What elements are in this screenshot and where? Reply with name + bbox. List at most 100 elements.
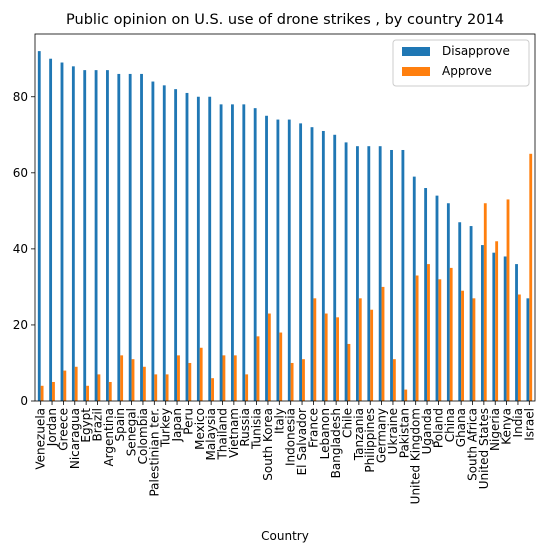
bar-disapprove <box>469 226 473 401</box>
bar-approve <box>108 381 112 401</box>
x-tick-label: Argentina <box>102 408 116 467</box>
x-tick-label: Spain <box>113 408 127 442</box>
bar-disapprove <box>446 203 450 401</box>
bar-approve <box>211 378 214 401</box>
x-tick-label: Poland <box>431 408 445 448</box>
bar-approve <box>506 199 510 401</box>
x-tick-label: Greece <box>56 408 70 451</box>
bar-disapprove <box>424 188 428 401</box>
bar-disapprove <box>265 115 268 402</box>
bar-approve <box>381 286 385 401</box>
legend-swatch-disapprove <box>402 47 430 56</box>
y-tick-label: 40 <box>13 242 28 256</box>
bar-series-group <box>37 51 533 402</box>
bar-disapprove <box>162 85 166 401</box>
x-tick-label: Israel <box>522 408 536 441</box>
legend-label-approve: Approve <box>442 64 492 78</box>
bar-disapprove <box>378 146 382 401</box>
y-tick-label: 0 <box>20 394 28 408</box>
x-axis: VenezuelaJordanGreeceNicaraguaEgyptBrazi… <box>34 401 536 504</box>
bar-disapprove <box>71 66 75 401</box>
x-tick-label: Russia <box>238 408 252 447</box>
x-tick-label: Italy <box>272 408 286 434</box>
bar-approve <box>233 355 237 401</box>
x-tick-label: Bangladesh <box>329 408 343 478</box>
bar-disapprove <box>526 298 530 401</box>
x-tick-label: United States <box>477 408 491 489</box>
bar-disapprove <box>117 73 121 402</box>
bar-disapprove <box>208 96 212 401</box>
x-tick-label: Palestinian ter. <box>147 408 161 497</box>
bar-approve <box>267 313 271 401</box>
x-tick-label: South Korea <box>261 408 275 481</box>
bar-disapprove <box>412 176 416 401</box>
bar-approve <box>517 294 521 401</box>
bar-approve <box>199 347 203 401</box>
x-tick-label: France <box>306 408 320 448</box>
bar-approve <box>370 309 374 401</box>
bar-disapprove <box>367 146 371 401</box>
bar-approve <box>358 298 362 401</box>
bar-disapprove <box>106 70 109 401</box>
bar-disapprove <box>49 58 53 401</box>
bar-disapprove <box>37 51 41 402</box>
bar-disapprove <box>390 149 393 401</box>
bar-approve <box>177 355 180 401</box>
x-tick-label: United Kingdom <box>409 408 423 504</box>
x-tick-label: Kenya <box>500 408 514 445</box>
x-tick-label: Philippines <box>363 408 377 473</box>
x-tick-label: Colombia <box>136 408 150 464</box>
y-tick-label: 60 <box>13 166 28 180</box>
bar-disapprove <box>344 142 348 401</box>
bar-disapprove <box>174 89 178 402</box>
y-tick-label: 80 <box>13 90 28 104</box>
bar-disapprove <box>435 195 439 401</box>
bar-approve <box>461 290 464 401</box>
x-axis-title: Country <box>261 529 309 543</box>
bar-disapprove <box>196 96 200 401</box>
x-tick-label: South Africa <box>466 408 480 481</box>
plot-frame <box>34 33 536 402</box>
chart-title: Public opinion on U.S. use of drone stri… <box>66 12 504 28</box>
bar-disapprove <box>515 264 518 401</box>
bar-disapprove <box>253 108 257 401</box>
x-tick-label: Nigeria <box>488 408 502 451</box>
x-tick-label: Ukraine <box>386 408 400 454</box>
x-tick-label: Pakistan <box>397 408 411 458</box>
x-tick-label: Tanzania <box>352 408 366 461</box>
x-tick-label: Senegal <box>125 408 139 456</box>
x-tick-label: Indonesia <box>284 408 298 466</box>
bar-approve <box>415 275 419 401</box>
bar-disapprove <box>321 130 325 402</box>
x-tick-label: El Salvador <box>295 408 309 475</box>
x-tick-label: Venezuela <box>34 408 48 470</box>
bar-approve <box>256 336 260 401</box>
bar-disapprove <box>503 256 507 401</box>
bar-approve <box>52 381 55 401</box>
bar-approve <box>188 362 192 401</box>
bar-disapprove <box>299 123 303 402</box>
bar-approve <box>290 362 294 401</box>
bar-approve <box>529 153 533 401</box>
bar-approve <box>483 203 487 401</box>
bar-approve <box>392 359 396 401</box>
x-tick-label: Lebanon <box>318 408 332 459</box>
bar-disapprove <box>401 149 405 401</box>
x-tick-label: Vietnam <box>227 408 241 458</box>
bar-approve <box>495 241 499 401</box>
bar-approve <box>222 355 226 401</box>
x-tick-label: Japan <box>170 408 184 442</box>
y-tick-label: 20 <box>13 318 28 332</box>
bar-approve <box>63 370 67 401</box>
x-tick-label: Mexico <box>193 408 207 450</box>
bar-approve <box>472 298 476 401</box>
bar-approve <box>86 385 89 401</box>
legend-swatch-approve <box>402 67 430 76</box>
x-tick-label: Uganda <box>420 408 434 454</box>
bar-disapprove <box>94 70 98 401</box>
bar-approve <box>165 374 169 401</box>
bar-disapprove <box>128 73 132 402</box>
x-tick-label: Peru <box>181 408 195 435</box>
y-axis: 0 20 40 60 80 <box>13 90 35 408</box>
